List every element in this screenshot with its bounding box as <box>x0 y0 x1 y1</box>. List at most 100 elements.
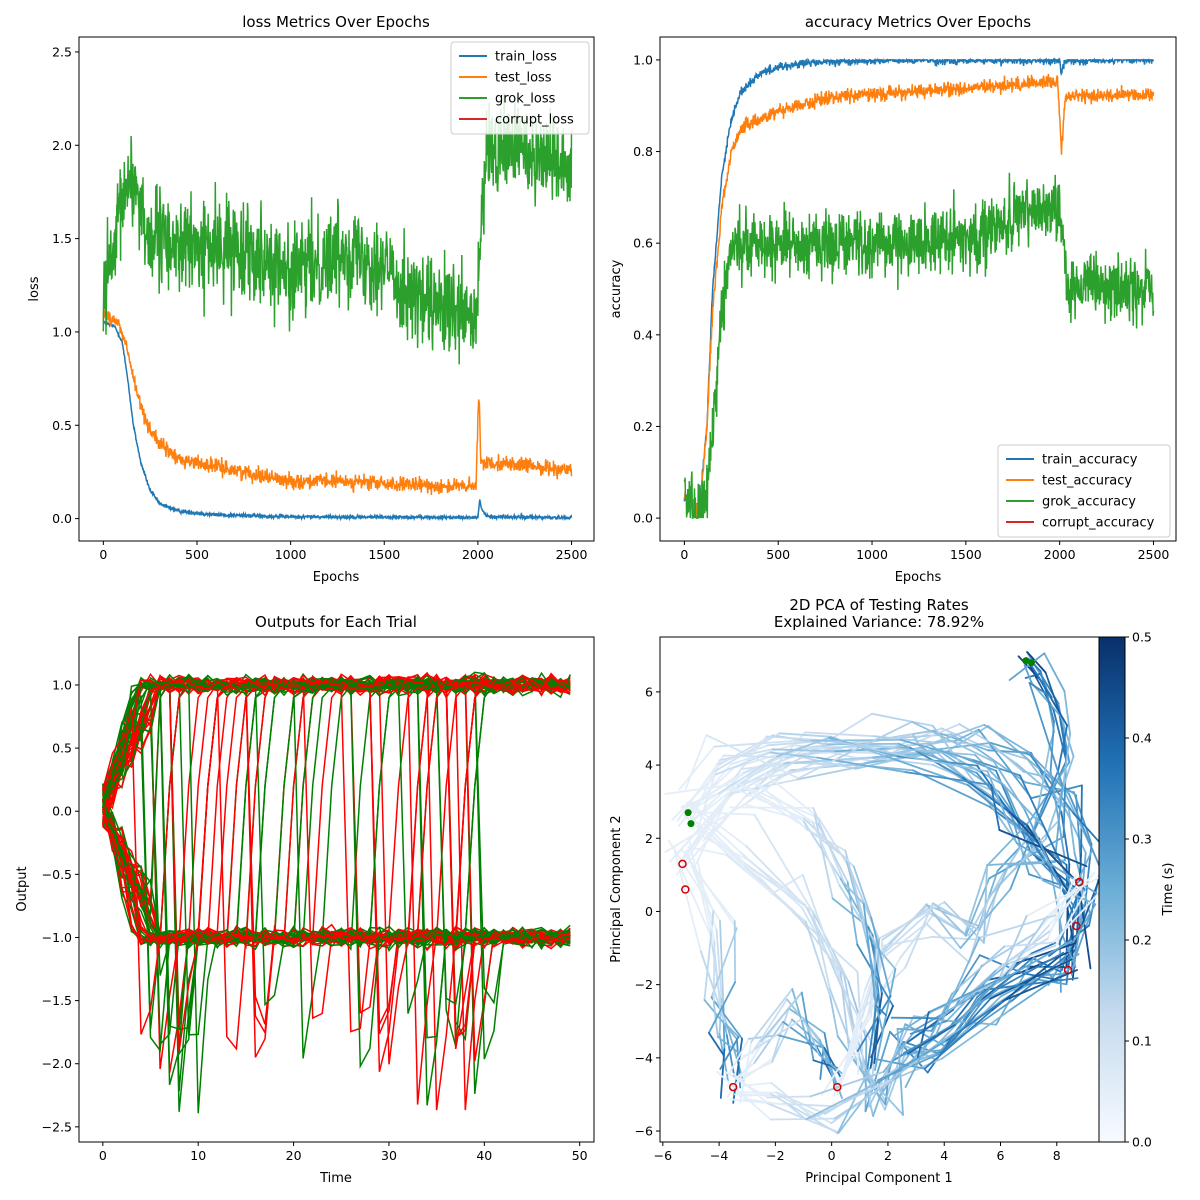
pca-trajectory-segment <box>1045 875 1093 918</box>
pca-trajectory-segment <box>688 839 716 951</box>
legend-label-grok_accuracy: grok_accuracy <box>1042 495 1136 510</box>
pca-trajectory-segment <box>732 1037 743 1104</box>
pca-trajectory-segment <box>964 864 988 935</box>
pca-trajectory-segment <box>705 734 800 780</box>
pca-trajectory-segment <box>1067 807 1076 855</box>
pca-start-point <box>684 809 692 817</box>
pca-trajectory-segment <box>685 810 756 816</box>
pca-trajectory-segment <box>872 922 928 966</box>
accuracy-panel-ylabel: accuracy <box>609 259 624 318</box>
pca-trajectory-segment <box>738 1093 772 1098</box>
pca-trajectory-segment <box>852 865 873 919</box>
pca-trajectory-segment <box>1048 859 1064 938</box>
pca-trajectory-segment <box>983 977 1079 991</box>
pca-trajectory-segment <box>755 780 808 831</box>
pca-trajectory-segment <box>1063 690 1071 735</box>
pca-trajectory-segment <box>1052 891 1099 944</box>
pca-trajectory-segment <box>751 998 788 1054</box>
pca-trajectory-segment <box>793 910 842 973</box>
pca-trajectory-segment <box>715 928 723 1000</box>
pca-panel-ylabel: Principal Component 2 <box>609 815 624 962</box>
pca-trajectory-segment <box>987 740 1025 773</box>
pca-trajectory-segment <box>1044 671 1060 712</box>
x-tick-label: 500 <box>766 547 790 562</box>
x-tick-label: 1000 <box>856 547 888 562</box>
pca-trajectory-segment <box>743 862 814 913</box>
pca-trajectory-segment <box>750 988 794 1043</box>
y-tick-label: −4 <box>635 1050 653 1065</box>
y-tick-label: −2.0 <box>42 1056 72 1071</box>
pca-trajectory-segment <box>792 911 859 973</box>
accuracy-panel-title: accuracy Metrics Over Epochs <box>805 13 1031 31</box>
pca-trajectory-segment <box>885 755 969 786</box>
trial-line <box>102 686 571 1030</box>
y-tick-label: −2.5 <box>42 1119 72 1134</box>
pca-trajectory-segment <box>983 864 988 944</box>
y-tick-label: 6 <box>645 684 653 699</box>
pca-end-point <box>681 885 690 894</box>
x-tick-label: 6 <box>997 1148 1005 1163</box>
y-tick-label: 0.0 <box>633 511 653 526</box>
pca-trajectory-segment <box>905 771 992 786</box>
pca-trajectory-segment <box>845 857 868 943</box>
pca-panel-subtitle: Explained Variance: 78.92% <box>774 613 984 631</box>
pca-trajectory-segment <box>1066 906 1075 948</box>
pca-trajectory-segment <box>953 976 1001 1026</box>
pca-trajectory-segment <box>904 902 934 969</box>
trial-line <box>102 684 571 1047</box>
pca-trajectory-segment <box>1019 774 1063 865</box>
pca-trajectory-segment <box>708 981 736 1034</box>
pca-trajectory-segment <box>787 1104 808 1121</box>
trial-outputs-ylabel: Output <box>15 866 30 911</box>
pca-trajectory-segment <box>993 761 1026 812</box>
pca-trajectory-segment <box>719 919 725 1007</box>
pca-trajectory-segment <box>678 863 713 938</box>
legend-label-grok_loss: grok_loss <box>495 92 556 107</box>
pca-trajectory-segment <box>771 874 804 895</box>
pca-trajectory-segment <box>945 969 997 1022</box>
y-tick-label: −6 <box>635 1124 653 1139</box>
pca-trajectory-segment <box>735 788 806 820</box>
pca-trajectory-segment <box>1028 682 1064 787</box>
pca-trajectory-segment <box>837 989 866 1093</box>
pca-trajectory-segment <box>777 1034 826 1049</box>
pca-trajectory-segment <box>912 733 924 752</box>
x-tick-label: −4 <box>710 1148 728 1163</box>
pca-trajectory-segment <box>691 762 719 820</box>
pca-trajectory-segment <box>1068 793 1099 868</box>
pca-trajectory-segment <box>989 742 1032 756</box>
pca-trajectory-segment <box>983 723 1030 753</box>
pca-trajectory-segment <box>931 981 997 1013</box>
pca-trajectory-segment <box>1044 755 1075 840</box>
pca-trajectory-segment <box>820 1015 873 1096</box>
pca-trajectory-segment <box>1009 964 1077 1011</box>
pca-trajectory-segment <box>1075 794 1082 865</box>
pca-trajectory-segment <box>702 822 746 865</box>
legend-label-corrupt_accuracy: corrupt_accuracy <box>1042 516 1155 531</box>
pca-trajectory-segment <box>703 999 738 1040</box>
pca-trajectory-segment <box>961 776 1029 827</box>
pca-trajectory-segment <box>876 903 928 959</box>
pca-trajectory-segment <box>925 922 970 964</box>
colorbar <box>1098 636 1126 1143</box>
trial-outputs-frame <box>78 636 595 1143</box>
pca-trajectory-segment <box>940 727 981 746</box>
pca-trajectory-segment <box>833 740 908 758</box>
pca-trajectory-segment <box>899 912 935 960</box>
trial-outputs-panel: Outputs for Each Trial 0 10 20 30 40 50 −2.5 −2… <box>15 613 595 1186</box>
legend-box <box>450 41 590 135</box>
x-tick-label: −6 <box>654 1148 672 1163</box>
trial-outputs-series <box>102 671 571 1114</box>
pca-end-point <box>833 1082 842 1092</box>
y-tick-label: 4 <box>645 758 653 773</box>
pca-trajectory-segment <box>801 906 843 980</box>
pca-trajectory-segment <box>981 932 1037 967</box>
pca-trajectory-segment <box>932 729 989 752</box>
trial-line <box>102 673 571 950</box>
pca-trajectory-segment <box>718 755 778 794</box>
y-tick-label: 2.5 <box>52 44 72 59</box>
pca-trajectory-segment <box>978 864 1010 932</box>
pca-trajectory-segment <box>753 1017 805 1051</box>
pca-trajectory-segment <box>770 1093 839 1135</box>
